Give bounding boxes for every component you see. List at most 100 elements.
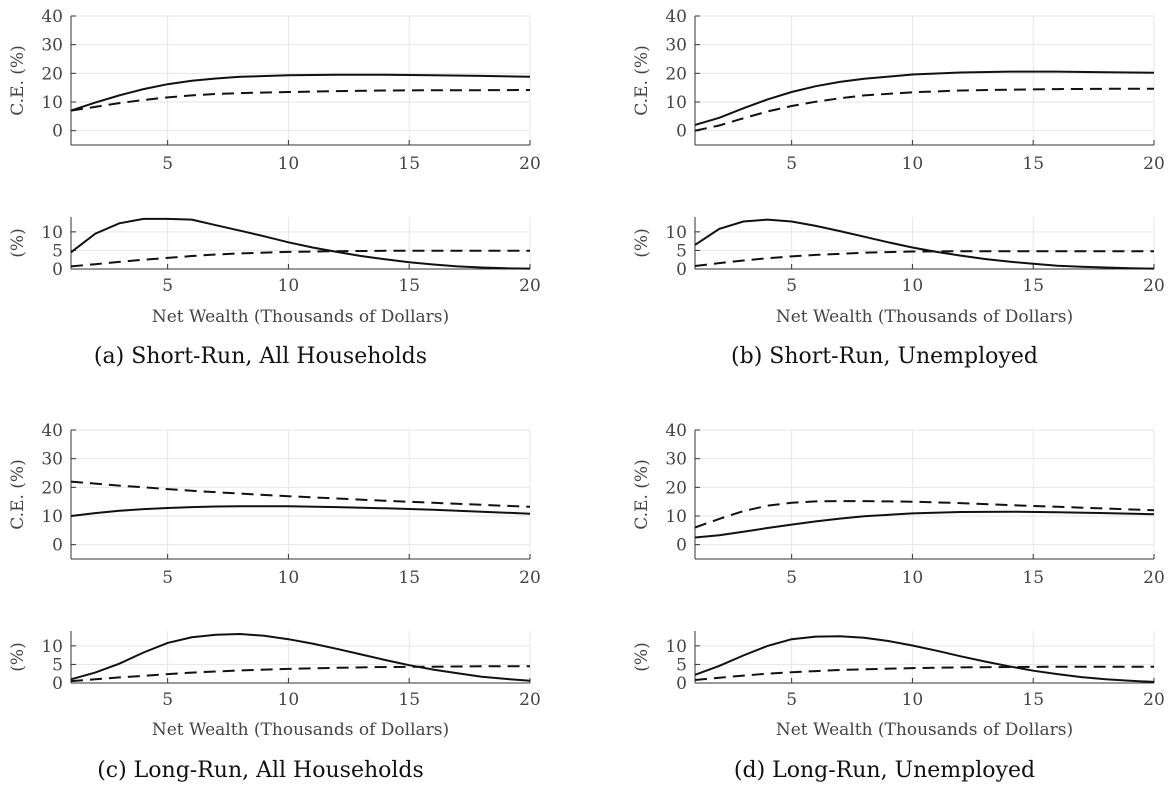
panel-d-top-x-tick-label: 20 [1143,568,1165,588]
panel-d-top-y-tick-label: 30 [665,450,687,470]
panel-c-bottom-series-solid-line [70,632,531,682]
panel-a-ce-plot: 0 10 20 30 40 5 10 15 20 C.E. (%) [8,7,541,174]
panel-c-top-x-tick-label: 5 [162,568,173,588]
panel-d-top-x-tick-label: 15 [1022,568,1044,588]
panel-c-top-y-axis-title: C.E. (%) [8,459,28,529]
panel-c-top-y-tick-label: 10 [41,507,63,527]
panel-c-top-x-tick-label: 10 [278,568,300,588]
panel-b-top-y-tick-label: 10 [665,93,687,113]
panel-b-top-y-tick-label: 20 [665,64,687,84]
panel-d-top-y-tick-label: 20 [665,478,687,498]
panel-a-bottom-y-tick-label: 10 [41,223,63,243]
panel-a-top-y-tick-label: 0 [52,122,63,142]
panel-c-top-y-tick-label: 30 [41,450,63,470]
panel-a-bottom-y-axis-title: (%) [8,228,28,257]
panel-d-top-series-dashed-line [694,500,1155,529]
panel-c-top-series-solid-line [70,505,531,517]
panel-d-top-x-tick-label: 10 [902,568,924,588]
panel-b-bottom-y-tick-label: 0 [676,260,687,280]
panel-b-ce-plot: 0 10 20 30 40 5 10 15 20 C.E. (%) [632,7,1165,174]
panel-b-bottom-y-tick-label: 10 [665,223,687,243]
panel-a-bottom-x-tick-label: 15 [398,276,420,296]
panel-d-bottom-y-tick-label: 0 [676,674,687,694]
panel-c-bottom-y-axis-title: (%) [8,642,28,671]
panel-b-top-series-dashed-line [694,87,1154,132]
panel-b-bottom-series-solid-line [694,218,1155,270]
panel-a-top-x-tick-label: 15 [398,154,420,174]
panel-a-top-y-tick-label: 20 [41,64,63,84]
panel-c-bottom-x-tick-label: 10 [278,690,300,710]
panel-d-bottom-series-solid-line [694,635,1155,683]
panel-d-top-x-tick-label: 5 [786,568,797,588]
panel-d-bottom-x-tick-label: 15 [1022,690,1044,710]
panel-a-bottom-y-tick-label: 5 [52,241,63,261]
panel-c-bottom-x-tick-label: 20 [519,690,541,710]
panel-d-caption: (d) Long-Run, Unemployed [734,758,1035,783]
panel-a-top-y-axis-title: C.E. (%) [8,45,28,115]
panel-c-top-y-tick-label: 20 [41,478,63,498]
panel-c-bottom-x-tick-label: 5 [162,690,173,710]
panel-c-top-y-tick-label: 0 [52,536,63,556]
panel-d-ce-plot: 0 10 20 30 40 5 10 15 20 C.E. (%) [632,421,1165,588]
panel-b-top-y-tick-label: 30 [665,36,687,56]
panel-d-top-series-solid-line [694,510,1155,539]
panel-d-bottom-y-tick-label: 10 [665,637,687,657]
panel-b-bottom-series-dashed-line [694,250,1154,267]
panel-c-bottom-y-tick-label: 0 [52,674,63,694]
panel-c-bottom-y-tick-label: 5 [52,655,63,675]
panel-d-bottom-y-axis-title: (%) [632,642,652,671]
panel-c-bottom-x-tick-label: 15 [398,690,420,710]
panel-d-bottom-x-tick-label: 5 [786,690,797,710]
panel-a-top-series-dashed-line [70,89,531,112]
panel-a-top-x-tick-label: 10 [278,154,300,174]
panel-b-bottom-x-tick-label: 20 [1143,276,1165,296]
panel-c-top-x-tick-label: 20 [519,568,541,588]
panel-b-top-y-tick-label: 40 [665,7,687,27]
panel-a-caption: (a) Short-Run, All Households [94,344,427,369]
panel-a-top-series-solid-line [70,73,531,112]
panel-c-top-series-dashed-line [70,480,531,508]
panel-d-top-y-tick-label: 40 [665,421,687,441]
panel-d-bottom-y-tick-label: 5 [676,655,687,675]
panel-b-bottom-x-axis-title: Net Wealth (Thousands of Dollars) [776,307,1073,327]
panel-b-bottom-y-axis-title: (%) [632,228,652,257]
panel-c-bottom-y-tick-label: 10 [41,637,63,657]
panel-a-top-y-tick-label: 10 [41,93,63,113]
panel-b-top-y-tick-label: 0 [676,122,687,142]
panel-b-top-x-tick-label: 20 [1143,154,1165,174]
panel-b-bottom-y-tick-label: 5 [676,241,687,261]
panel-b-bottom-x-tick-label: 5 [786,276,797,296]
panel-c-top-x-tick-label: 15 [398,568,420,588]
panel-d-top-y-tick-label: 10 [665,507,687,527]
panel-a-top-y-tick-label: 40 [41,7,63,27]
panel-b-bottom-x-tick-label: 10 [902,276,924,296]
panel-c-ce-plot: 0 10 20 30 40 5 10 15 20 C.E. (%) [8,421,541,588]
panel-a-top-x-tick-label: 20 [519,154,541,174]
panel-b-bottom-x-tick-label: 15 [1022,276,1044,296]
panel-a-bottom-x-tick-label: 10 [278,276,300,296]
panel-d-bottom-series-dashed-line [694,665,1154,681]
panel-d-bottom-x-tick-label: 10 [902,690,924,710]
panel-a-bottom-y-tick-label: 0 [52,260,63,280]
panel-d-bottom-x-tick-label: 20 [1143,690,1165,710]
panel-a-bottom-series-dashed-line [70,249,530,268]
panel-c-caption: (c) Long-Run, All Households [97,758,424,783]
panel-d-top-y-axis-title: C.E. (%) [632,459,652,529]
panel-d-bottom-x-axis-title: Net Wealth (Thousands of Dollars) [776,720,1073,740]
panel-d-top-y-tick-label: 0 [676,536,687,556]
panel-c-top-y-tick-label: 40 [41,421,63,441]
panel-c-bottom-series-dashed-line [70,665,530,683]
panel-a-bottom-series-solid-line [70,217,531,270]
panel-b-caption: (b) Short-Run, Unemployed [731,344,1038,369]
panel-a-top-x-tick-label: 5 [162,154,173,174]
panel-b-top-x-tick-label: 15 [1022,154,1044,174]
panel-a-bottom-x-axis-title: Net Wealth (Thousands of Dollars) [152,307,449,327]
